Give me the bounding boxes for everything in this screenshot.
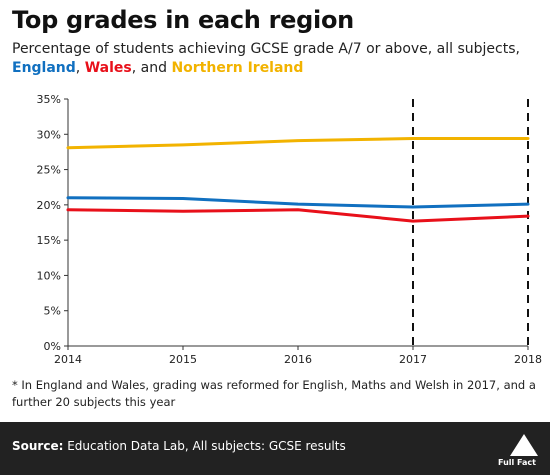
x-tick-label: 2014 [54,353,82,366]
y-tick-label: 5% [44,305,61,318]
source-text: Education Data Lab, All subjects: GCSE r… [63,439,346,453]
x-tick-label: 2018 [514,353,542,366]
y-tick-label: 25% [37,164,61,177]
legend-separator-2: , and [131,60,172,76]
footer: Source: Education Data Lab, All subjects… [0,422,550,475]
x-tick-label: 2017 [399,353,427,366]
full-fact-logo-icon: Full Fact [498,434,538,467]
legend-line: England, Wales, and Northern Ireland [12,59,303,78]
chart-subtitle: Percentage of students achieving GCSE gr… [12,41,520,57]
footnote: * In England and Wales, grading was refo… [12,378,536,409]
x-tick-label: 2015 [169,353,197,366]
legend-wales: Wales [84,60,132,76]
x-tick-label: 2016 [284,353,312,366]
y-tick-label: 0% [44,340,61,353]
y-tick-label: 15% [37,234,61,247]
legend-england: England [12,60,76,76]
y-tick-label: 20% [37,199,61,212]
series-line-england [66,196,530,209]
y-tick-label: 10% [37,269,61,282]
y-tick-label: 30% [37,128,61,141]
series-line-northern-ireland [66,137,530,150]
legend-separator-1: , [75,60,85,76]
logo-text: Full Fact [498,458,536,467]
legend-northern-ireland: Northern Ireland [171,60,304,76]
source-label: Source: [12,439,64,453]
y-tick-label: 35% [37,93,61,106]
line-chart: 0% 5% 10% 15% 20% 25% 30% 35% 2014 2015 2016 2017 20… [37,93,542,366]
source-line: Source: Education Data Lab, All subjects… [12,439,346,453]
series-line-wales [66,208,530,223]
chart-title: Top grades in each region [12,6,354,34]
